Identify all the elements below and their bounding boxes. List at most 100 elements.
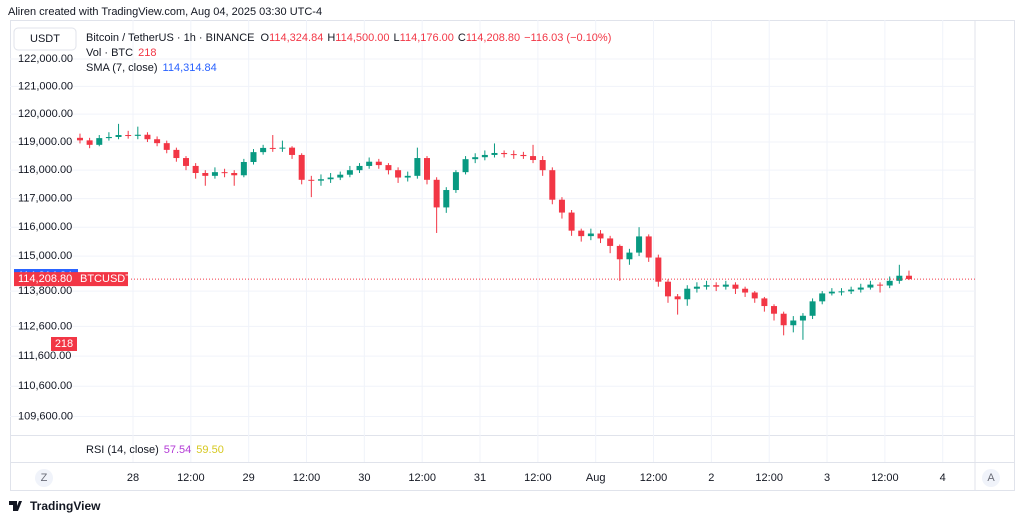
ohlc-key: O <box>261 32 270 44</box>
candle-body <box>896 275 903 281</box>
grid <box>10 20 975 462</box>
candle-body <box>366 161 373 166</box>
candle-body <box>799 315 806 321</box>
candle-body <box>886 280 893 286</box>
button-left-label[interactable]: Z <box>41 472 48 484</box>
candle-body <box>317 179 324 181</box>
ohlc-value: 114,324.84 <box>269 32 323 44</box>
candle-body <box>790 320 797 326</box>
candle-body <box>539 160 546 171</box>
candle-body <box>173 149 180 159</box>
candle-body <box>144 134 151 140</box>
labels: 28 12:00 29 12:00 30 12:00 31 12:00 Aug 12:00 2 12:… <box>14 53 946 484</box>
volume-tag: 218 <box>55 338 73 350</box>
candle-body <box>674 296 681 300</box>
candle-body <box>510 154 517 156</box>
candle-body <box>636 236 643 253</box>
header: Bitcoin / TetherUS · 1h · BINANCE O114,32… <box>86 32 611 44</box>
candle-body <box>857 287 864 290</box>
currency-box[interactable] <box>13 27 77 51</box>
candle-body <box>838 291 845 293</box>
ohlc-value: 114,176.00 <box>400 32 454 44</box>
rsi-ma-value: 59.50 <box>196 444 224 456</box>
logo-icon <box>9 501 22 511</box>
candle-body <box>192 165 199 174</box>
y-tick-label: 117,000.00 <box>18 192 72 204</box>
candle-body <box>771 306 778 314</box>
candle-body <box>597 233 604 239</box>
volume-legend: Vol · BTC 218 <box>86 47 156 59</box>
candle-body <box>520 154 527 157</box>
y-tick-label: 116,000.00 <box>18 221 72 233</box>
candle-body <box>684 288 691 300</box>
y-tick-label: 111,600.00 <box>18 350 71 362</box>
candle-body <box>462 159 469 173</box>
rsi-legend: RSI (14, close) 57.54 59.50 <box>86 444 224 456</box>
symbol: Bitcoin / TetherUS · 1h · BINANCE <box>86 32 255 44</box>
candle-body <box>202 173 209 176</box>
x-tick-label: 28 <box>127 472 139 484</box>
candle-body <box>269 147 276 149</box>
candle-body <box>616 245 623 260</box>
candle-body <box>568 212 575 231</box>
candle-body <box>655 257 662 282</box>
candle-body <box>298 154 305 180</box>
x-tick-label: 12:00 <box>408 472 436 484</box>
caption: Aliren created with TradingView.com, Aug… <box>8 6 322 18</box>
x-tick-label: 4 <box>940 472 946 484</box>
x-tick-label: 2 <box>708 472 714 484</box>
candle-body <box>722 284 729 287</box>
y-tick-label: 120,000.00 <box>18 108 73 120</box>
y-tick-label: 112,600.00 <box>18 320 72 332</box>
candle-body <box>231 173 238 176</box>
price-tag-label: 114,208.80 <box>18 273 72 285</box>
sma-value: 114,314.84 <box>163 62 217 74</box>
candle-body <box>414 158 421 176</box>
candle-body <box>115 135 122 137</box>
candle-body <box>452 172 459 191</box>
price-tag-symbol: BTCUSDT <box>80 273 132 285</box>
candle-body <box>385 165 392 171</box>
candle-body <box>693 286 700 289</box>
logo <box>9 501 22 511</box>
x-tick-label: 12:00 <box>640 472 668 484</box>
price-tag <box>14 272 128 287</box>
candle-body <box>761 298 768 307</box>
candle-body <box>626 252 633 260</box>
candle-body <box>645 236 652 258</box>
y-tick-label: 115,000.00 <box>18 250 72 262</box>
y-tick-label: 121,000.00 <box>18 80 73 92</box>
candle-body <box>327 177 334 180</box>
candle-body <box>211 172 218 176</box>
currency[interactable]: USDT <box>30 33 60 45</box>
x-tick-label: Aug <box>586 472 606 484</box>
candle-body <box>154 139 161 144</box>
candles <box>76 123 975 340</box>
y-tick-label: 122,000.00 <box>18 53 73 65</box>
candle-body <box>530 156 537 161</box>
change: −116.03 (−0.10%) <box>524 32 611 44</box>
button-right[interactable] <box>982 469 1000 487</box>
button-left[interactable] <box>35 469 53 487</box>
rsi-name: RSI (14, close) <box>86 444 159 456</box>
x-tick-label: 30 <box>358 472 370 484</box>
candle-body <box>375 161 382 166</box>
candle-body <box>260 147 267 153</box>
ohlc-key: L <box>394 32 400 44</box>
candle-body <box>501 152 508 155</box>
candle-body <box>356 165 363 171</box>
candle-body <box>76 137 83 141</box>
button-right-label[interactable]: A <box>987 472 995 484</box>
candle-body <box>828 291 835 294</box>
volume-name: Vol · BTC <box>86 47 133 59</box>
candle-body <box>96 138 103 145</box>
footer-brand: TradingView <box>30 499 101 513</box>
candle-body <box>713 285 720 287</box>
candle-body <box>558 199 565 213</box>
ohlc-value: 114,500.00 <box>335 32 389 44</box>
candle-body <box>780 313 787 326</box>
candle-body <box>742 288 749 293</box>
y-tick-label: 109,600.00 <box>18 410 73 422</box>
candle-body <box>183 158 190 166</box>
